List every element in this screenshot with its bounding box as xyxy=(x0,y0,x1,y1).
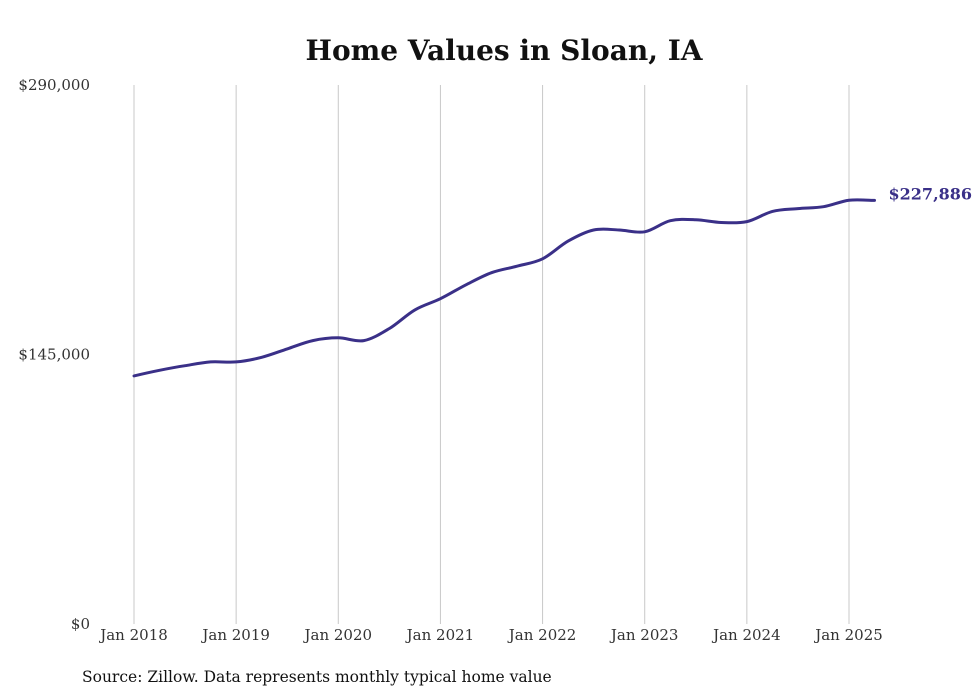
source-note: Source: Zillow. Data represents monthly … xyxy=(82,668,552,686)
grid-layer xyxy=(133,85,850,624)
x-tick-label-jan-2022: Jan 2022 xyxy=(507,626,577,644)
x-tick-label-jan-2019: Jan 2019 xyxy=(200,626,270,644)
home-value-series-line xyxy=(132,198,876,378)
x-tick-label-jan-2025: Jan 2025 xyxy=(813,626,883,644)
x-tick-label-jan-2023: Jan 2023 xyxy=(609,626,679,644)
x-tick-label-jan-2020: Jan 2020 xyxy=(303,626,373,644)
x-axis: Jan 2018 Jan 2019 Jan 2020 Jan 2021 Jan … xyxy=(98,626,883,644)
chart-title: Home Values in Sloan, IA xyxy=(305,34,703,67)
x-tick-label-jan-2021: Jan 2021 xyxy=(405,626,475,644)
y-tick-label-290000: $290,000 xyxy=(18,76,90,94)
y-tick-label-0: $0 xyxy=(71,615,90,633)
latest-value-label: $227,886 xyxy=(889,184,973,203)
y-tick-label-145000: $145,000 xyxy=(18,346,90,364)
x-tick-label-jan-2024: Jan 2024 xyxy=(711,626,781,644)
x-tick-label-jan-2018: Jan 2018 xyxy=(98,626,168,644)
y-axis: $290,000 $145,000 $0 xyxy=(18,76,90,633)
